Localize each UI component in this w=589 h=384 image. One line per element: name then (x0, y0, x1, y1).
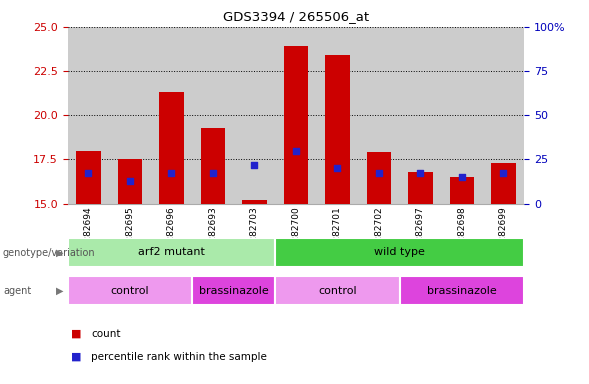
Bar (151, 27, 192, 204)
Text: ■: ■ (71, 329, 81, 339)
Bar (441, 27, 483, 204)
Text: brassinazole: brassinazole (199, 286, 269, 296)
Bar (275, 27, 317, 204)
Point (499, 170, 508, 177)
Bar (400, 276, 524, 305)
Text: ▶: ▶ (56, 286, 64, 296)
Point (457, 174, 466, 180)
Text: agent: agent (3, 286, 31, 296)
Text: arf2 mutant: arf2 mutant (138, 247, 205, 258)
Text: count: count (91, 329, 121, 339)
Bar (109, 27, 151, 204)
Point (167, 170, 176, 177)
Point (84, 170, 93, 177)
Bar (358, 27, 400, 204)
Bar (283, 46, 309, 204)
Bar (366, 152, 392, 204)
Bar (317, 27, 358, 204)
Point (292, 147, 301, 154)
Text: genotype/variation: genotype/variation (3, 248, 95, 258)
Bar (449, 177, 474, 204)
Bar (159, 92, 184, 204)
Bar (491, 163, 516, 204)
Bar (192, 27, 234, 204)
Point (250, 162, 259, 168)
Bar (275, 276, 400, 305)
Bar (400, 27, 441, 204)
Bar (76, 151, 101, 204)
Point (374, 170, 383, 177)
Text: percentile rank within the sample: percentile rank within the sample (91, 352, 267, 362)
Bar (325, 55, 350, 204)
Text: ▶: ▶ (56, 248, 64, 258)
Bar (242, 200, 267, 204)
Bar (68, 238, 275, 267)
Point (125, 177, 135, 184)
Title: GDS3394 / 265506_at: GDS3394 / 265506_at (223, 10, 369, 23)
Bar (200, 127, 226, 204)
Bar (483, 27, 524, 204)
Text: wild type: wild type (374, 247, 425, 258)
Point (416, 170, 425, 177)
Bar (234, 27, 275, 204)
Text: ■: ■ (71, 352, 81, 362)
Text: brassinazole: brassinazole (427, 286, 497, 296)
Bar (192, 276, 275, 305)
Bar (68, 276, 192, 305)
Text: control: control (111, 286, 149, 296)
Bar (118, 159, 143, 204)
Point (209, 170, 218, 177)
Bar (408, 172, 433, 204)
Bar (68, 27, 109, 204)
Text: control: control (318, 286, 357, 296)
Point (333, 165, 342, 171)
Bar (275, 238, 524, 267)
